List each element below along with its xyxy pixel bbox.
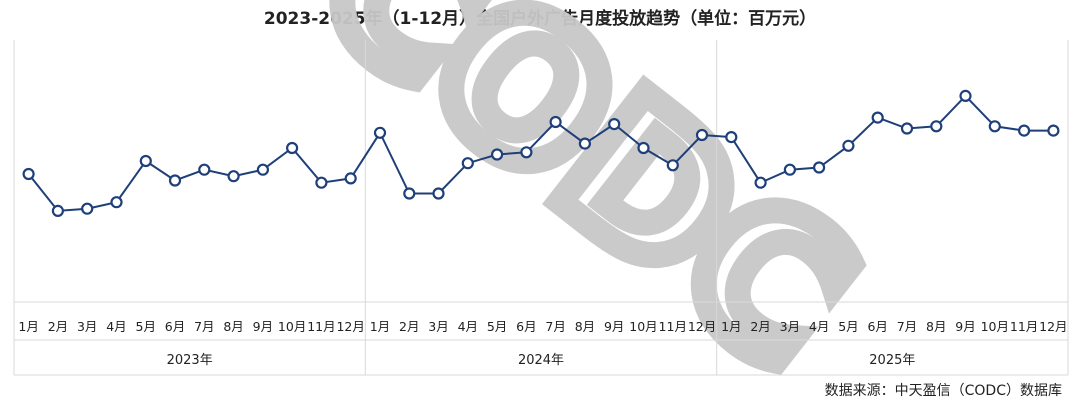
data-point <box>461 157 474 170</box>
data-point <box>842 139 855 152</box>
data-point <box>812 161 826 174</box>
month-tick-label: 11月 <box>659 319 687 334</box>
data-point <box>81 202 94 215</box>
data-point <box>520 146 533 159</box>
data-point <box>637 141 650 155</box>
chart-title: 2023-2025年（1-12月）全国户外广告月度投放趋势（单位：百万元） <box>263 9 817 29</box>
data-point <box>256 163 269 176</box>
month-tick-label: 2月 <box>48 319 68 334</box>
month-tick-label: 10月 <box>278 319 306 334</box>
month-tick-label: 4月 <box>106 319 126 334</box>
data-point <box>227 170 240 183</box>
month-tick-label: 4月 <box>809 319 829 334</box>
month-tick-label: 6月 <box>516 319 536 334</box>
month-tick-label: 9月 <box>955 319 975 334</box>
month-tick-label: 8月 <box>223 319 243 334</box>
data-point <box>110 196 123 209</box>
month-tick-label: 11月 <box>307 319 335 334</box>
data-point <box>1017 124 1031 137</box>
data-point <box>666 159 679 172</box>
month-tick-label: 3月 <box>780 319 800 334</box>
month-tick-label: 6月 <box>867 319 887 334</box>
month-tick-label: 6月 <box>165 319 185 334</box>
data-point <box>930 120 943 133</box>
month-tick-label: 9月 <box>253 319 273 334</box>
data-point <box>139 154 152 168</box>
month-tick-label: 9月 <box>604 319 624 334</box>
month-tick-label: 1月 <box>370 319 390 334</box>
data-markers <box>22 89 1060 217</box>
data-point <box>754 176 767 189</box>
data-point <box>403 187 416 200</box>
data-point <box>286 141 299 155</box>
month-tick-label: 1月 <box>721 319 741 334</box>
data-point <box>988 120 1001 133</box>
data-point <box>549 115 562 129</box>
month-tick-label: 3月 <box>428 319 448 334</box>
month-tick-label: 7月 <box>194 319 214 334</box>
month-tick-label: 12月 <box>336 319 364 334</box>
month-tick-label: 1月 <box>18 319 38 334</box>
year-label: 2023年 <box>167 353 213 368</box>
month-tick-label: 7月 <box>545 319 565 334</box>
data-point <box>491 148 504 161</box>
month-tick-label: 10月 <box>629 319 657 334</box>
data-point <box>725 131 738 144</box>
data-point <box>608 117 621 131</box>
month-tick-label: 10月 <box>981 319 1009 334</box>
month-tick-label: 8月 <box>926 319 946 334</box>
data-point <box>1047 124 1060 137</box>
data-point <box>959 89 972 103</box>
month-tick-label: 4月 <box>458 319 478 334</box>
data-point <box>168 174 182 187</box>
data-point <box>578 137 592 150</box>
source-note: 数据来源：中天盈信（CODC）数据库 <box>824 383 1062 399</box>
data-point <box>900 122 914 135</box>
year-label: 2024年 <box>518 353 564 368</box>
month-tick-label: 5月 <box>838 319 858 334</box>
data-point <box>22 167 35 181</box>
data-point <box>432 187 445 200</box>
data-point <box>695 128 709 142</box>
data-point <box>344 172 357 185</box>
month-tick-label: 8月 <box>575 319 595 334</box>
month-tick-label: 12月 <box>688 319 716 334</box>
watermark-text: CODC <box>282 0 889 407</box>
month-tick-label: 12月 <box>1039 319 1067 334</box>
month-tick-label: 2月 <box>399 319 419 334</box>
watermark: CODC <box>269 0 902 407</box>
data-point <box>373 126 387 139</box>
data-point <box>783 163 797 176</box>
month-tick-label: 5月 <box>487 319 507 334</box>
month-tick-label: 7月 <box>897 319 917 334</box>
month-tick-label: 2月 <box>750 319 770 334</box>
month-tick-label: 11月 <box>1010 319 1038 334</box>
month-tick-label: 5月 <box>136 319 156 334</box>
month-tick-label: 3月 <box>77 319 97 334</box>
data-point <box>198 163 211 176</box>
year-label: 2025年 <box>869 353 915 368</box>
data-point <box>51 204 65 217</box>
data-point <box>315 176 328 189</box>
data-point <box>871 111 884 124</box>
